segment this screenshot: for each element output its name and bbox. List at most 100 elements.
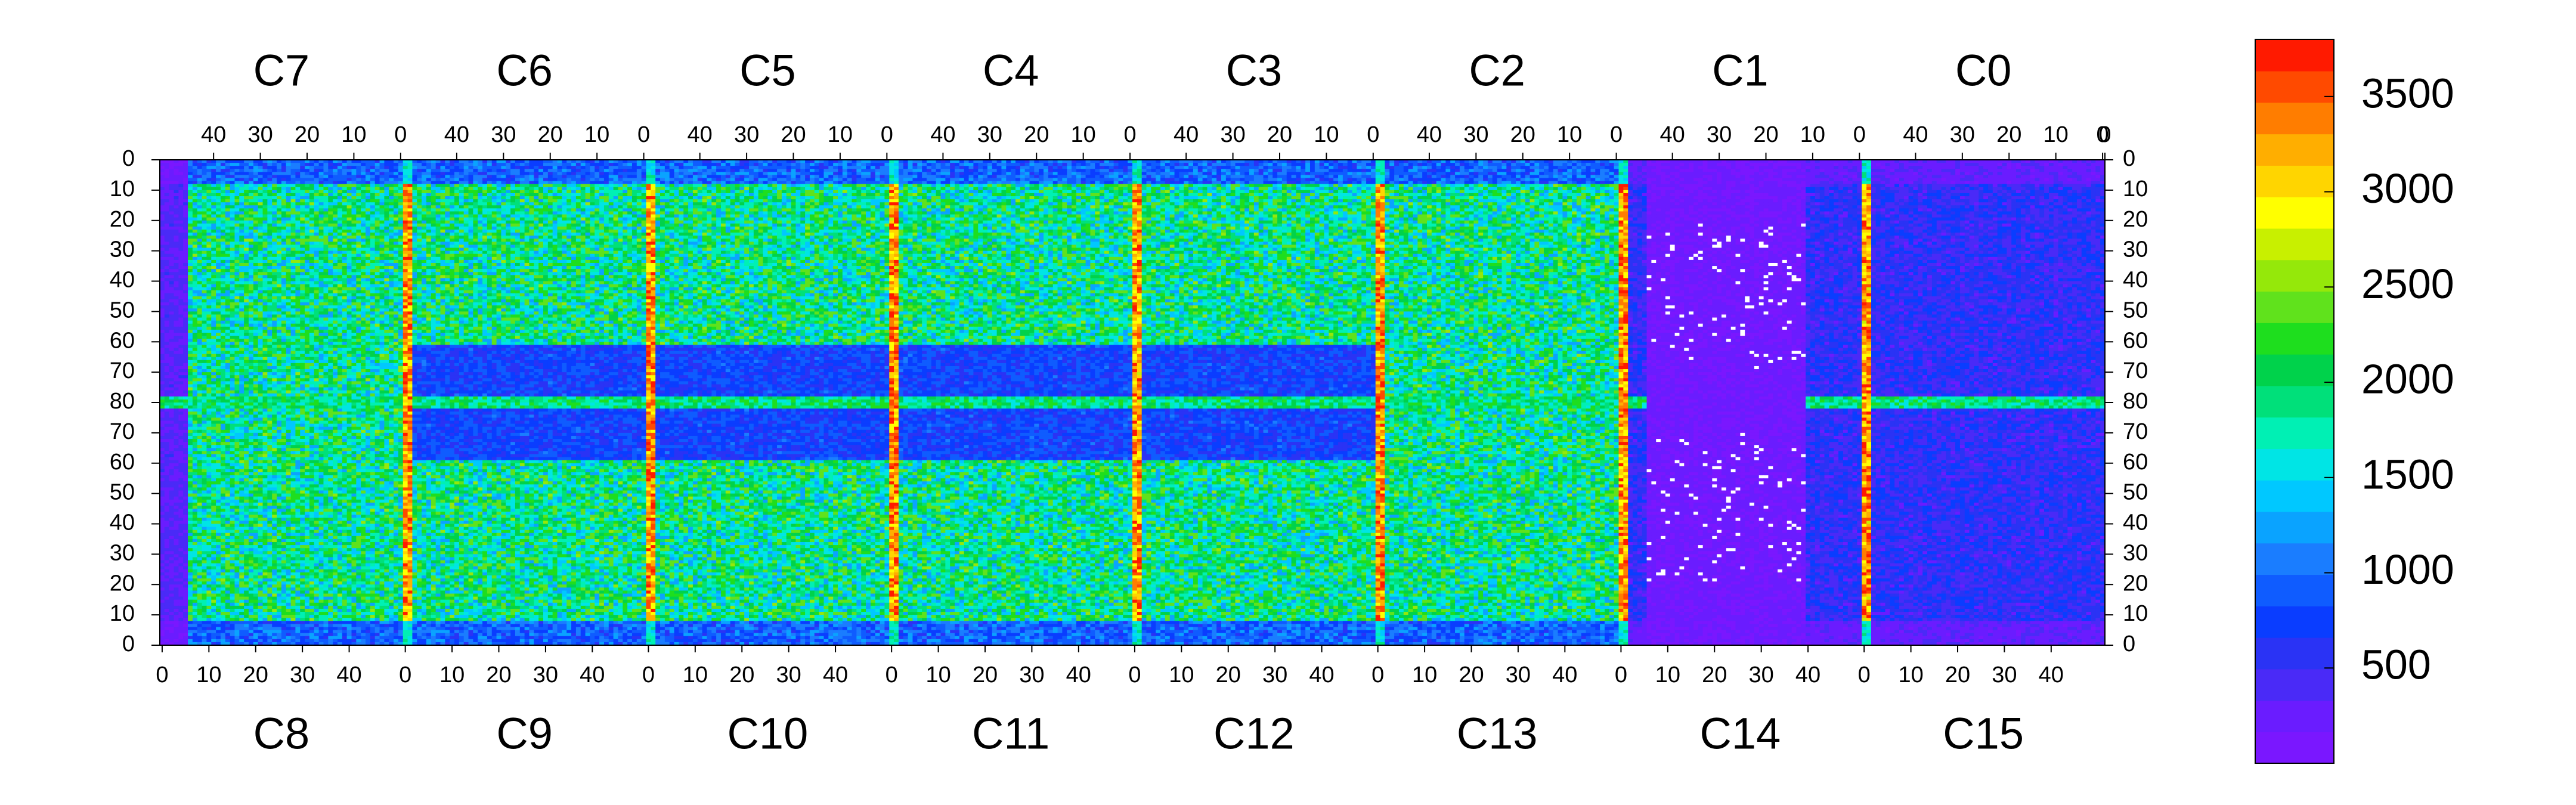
heatmap-cell [660,178,665,182]
heatmap-cell [529,163,534,166]
heatmap-cell [1445,166,1450,169]
heatmap-cell [810,175,815,178]
heatmap-cell [828,169,833,172]
heatmap-cell [501,166,506,169]
heatmap-cell [431,166,436,169]
heatmap-cell [1534,175,1539,178]
heatmap-cell [1034,172,1039,175]
heatmap-cell [1516,163,1521,166]
heatmap-cell [843,169,847,172]
heatmap-cell [160,172,165,175]
heatmap-cell [1909,163,1914,166]
heatmap-cell [1025,163,1030,166]
heatmap-cell [1614,175,1619,178]
heatmap-cell [1876,169,1881,172]
heatmap-cell [1773,169,1778,172]
heatmap-cell [1778,166,1782,169]
heatmap-cell [309,169,314,172]
heatmap-cell [1277,163,1282,166]
heatmap-cell [744,175,749,178]
heatmap-cell [1754,163,1759,166]
heatmap-cell [1104,166,1109,169]
heatmap-cell [599,169,604,172]
heatmap-cell [651,172,655,175]
heatmap-cell [1221,166,1226,169]
heatmap-cell [1838,169,1843,172]
heatmap-cell [950,175,955,178]
heatmap-cell [2091,169,2095,172]
heatmap-cell [1025,175,1030,178]
heatmap-cell [445,163,450,166]
heatmap-cell [581,178,586,182]
heatmap-cell [267,169,272,172]
heatmap-cell [1633,175,1637,178]
heatmap-cell [1441,169,1446,172]
heatmap-cell [1983,169,1988,172]
heatmap-cell [964,163,969,166]
heatmap-cell [534,169,538,172]
heatmap-cell [1866,175,1871,178]
heatmap-cell [454,175,459,178]
heatmap-cell [688,175,693,178]
heatmap-cell [1684,175,1689,178]
heatmap-cell [1810,172,1815,175]
heatmap-cell [637,169,642,172]
heatmap-cell [777,175,782,178]
heatmap-cell [342,163,347,166]
heatmap-cell [1226,175,1231,178]
heatmap-cell [272,178,277,182]
heatmap-cell [1684,169,1689,172]
heatmap-cell [450,178,454,182]
heatmap-cell [422,178,426,182]
heatmap-cell [1067,166,1072,169]
heatmap-cell [1740,172,1745,175]
heatmap-cell [553,178,558,182]
heatmap-cell [2007,175,2011,178]
heatmap-cell [1389,175,1394,178]
heatmap-cell [454,172,459,175]
heatmap-cell [1974,169,1979,172]
heatmap-cell [1549,169,1553,172]
heatmap-cell [1764,172,1769,175]
heatmap-cell [1142,166,1147,169]
heatmap-cell [637,178,642,182]
heatmap-cell [1876,166,1881,169]
heatmap-cell [922,172,927,175]
heatmap-cell [286,175,291,178]
heatmap-cell [1170,172,1175,175]
heatmap-cell [1160,169,1165,172]
heatmap-cell [515,172,520,175]
heatmap-cell [2039,172,2044,175]
heatmap-cell [1740,175,1745,178]
heatmap-cell [871,172,875,175]
heatmap-cell [1264,163,1268,166]
heatmap-cell [1137,172,1142,175]
heatmap-cell [1469,175,1474,178]
heatmap-cell [1778,175,1782,178]
heatmap-cell [366,163,370,166]
heatmap-cell [739,166,744,169]
heatmap-cell [431,163,436,166]
heatmap-cell [795,175,800,178]
heatmap-cell [417,163,422,166]
heatmap-cell [1848,169,1853,172]
heatmap-cell [903,166,908,169]
heatmap-cell [1216,175,1221,178]
heatmap-cell [1689,166,1693,169]
heatmap-cell [2049,175,2054,178]
heatmap-cell [767,166,772,169]
heatmap-cell [529,175,534,178]
heatmap-cell [1796,175,1801,178]
heatmap-cell [1796,166,1801,169]
heatmap-cell [1881,166,1885,169]
heatmap-cell [955,172,959,175]
heatmap-cell [1483,166,1488,169]
heatmap-cell [787,163,791,166]
heatmap-cell [1820,163,1825,166]
heatmap-cell [342,169,347,172]
heatmap-cell [1287,166,1292,169]
heatmap-cell [739,175,744,178]
heatmap-cell [1693,166,1698,169]
heatmap-cell [1292,166,1296,169]
heatmap-cell [1516,172,1521,175]
